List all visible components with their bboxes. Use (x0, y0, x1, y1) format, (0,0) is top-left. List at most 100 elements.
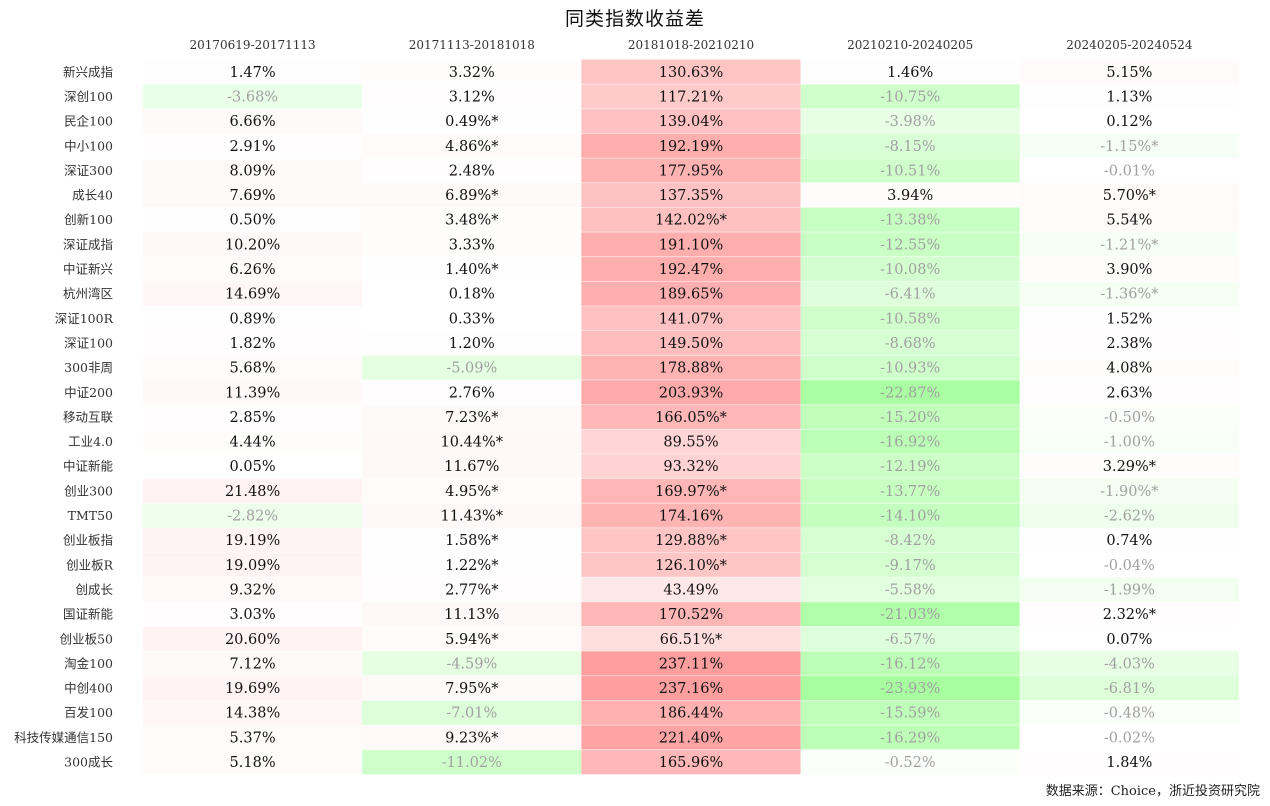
row-label: 深创100 (64, 89, 113, 104)
cell-value-label: 14.38% (225, 706, 280, 722)
cell-value-label: 5.54% (1106, 213, 1152, 229)
heatmap-cell (1019, 577, 1239, 602)
cell-value-label: 237.11% (659, 656, 724, 672)
cell-value-label: -0.50% (1104, 410, 1155, 426)
cell-value-label: 166.05%* (655, 410, 728, 426)
cell-value-label: 0.12% (1106, 114, 1152, 130)
chart-title: 同类指数收益差 (564, 8, 705, 30)
cell-value-label: 7.12% (230, 656, 276, 672)
heatmap-cell (581, 651, 801, 676)
heatmap-cell (581, 59, 801, 85)
heatmap-cell (362, 379, 582, 405)
heatmap-cell (143, 108, 363, 134)
heatmap-cell (581, 232, 801, 257)
cell-value-label: 0.89% (230, 311, 276, 327)
heatmap-cell (143, 429, 363, 454)
heatmap-cell (362, 527, 582, 553)
cell-value-label: 6.89%* (445, 188, 499, 204)
heatmap-cell (1019, 84, 1239, 109)
cell-value-label: 19.69% (225, 681, 280, 697)
heatmap-cell (1019, 725, 1239, 750)
heatmap-cell (1019, 478, 1239, 504)
cell-value-label: 189.65% (659, 287, 724, 303)
cell-value-label: 8.09% (230, 163, 276, 179)
cell-value-label: 5.68% (230, 361, 276, 377)
heatmap-cell (1019, 207, 1239, 233)
cell-value-label: -0.48% (1104, 706, 1155, 722)
heatmap-cell (143, 207, 363, 233)
cell-value-label: 1.22%* (445, 558, 499, 574)
heatmap-cell (143, 527, 363, 553)
cell-value-label: 93.32% (663, 459, 718, 475)
cell-value-label: 142.02%* (655, 213, 728, 229)
cell-value-label: -3.68% (227, 89, 278, 105)
cell-value-label: -21.03% (880, 607, 940, 623)
heatmap-cell (362, 404, 582, 430)
column-header: 20171113-20181018 (409, 38, 535, 52)
heatmap-cell (143, 84, 363, 109)
heatmap-cell (143, 478, 363, 504)
heatmap-cell (362, 749, 582, 775)
heatmap-cell (581, 108, 801, 134)
cell-value-label: 3.90% (1106, 262, 1152, 278)
cell-value-label: 1.47% (230, 65, 276, 81)
cell-value-label: 0.18% (449, 287, 495, 303)
heatmap-cell (800, 84, 1020, 109)
heatmap-cell (800, 651, 1020, 676)
row-label: 创业300 (64, 483, 113, 498)
cell-value-label: 4.86%* (445, 139, 499, 155)
cell-value-label: -16.29% (880, 730, 940, 746)
heatmap-cell (1019, 306, 1239, 331)
heatmap-cell (362, 108, 582, 134)
heatmap-cell (143, 700, 363, 726)
heatmap-cell (800, 675, 1020, 701)
heatmap-cell (362, 429, 582, 454)
heatmap-cell (362, 453, 582, 479)
cell-value-label: 177.95% (659, 163, 724, 179)
cell-value-label: -13.38% (880, 213, 940, 229)
row-label: 新兴成指 (63, 64, 113, 79)
cell-value-label: 126.10%* (655, 558, 728, 574)
cell-value-label: 0.49%* (445, 114, 499, 130)
cell-value-label: 0.07% (1106, 632, 1152, 648)
cell-value-label: 117.21% (659, 89, 724, 105)
cell-value-label: 66.51%* (660, 632, 723, 648)
heatmap-cell (581, 281, 801, 306)
cell-value-label: 2.32%* (1103, 607, 1157, 623)
row-label: 创业板指 (63, 533, 113, 548)
cell-value-label: -8.15% (885, 139, 936, 155)
cell-value-label: -2.62% (1104, 509, 1155, 525)
heatmap-cell (581, 84, 801, 109)
heatmap-cell (362, 700, 582, 726)
heatmap-cell (1019, 182, 1239, 208)
cell-value-label: -10.51% (880, 163, 940, 179)
cell-value-label: 10.44%* (441, 435, 504, 451)
cell-value-label: 11.67% (444, 459, 499, 475)
cell-value-label: -0.04% (1104, 558, 1155, 574)
cell-value-label: -6.57% (885, 632, 936, 648)
heatmap-cell (362, 158, 582, 183)
row-label: 深证100R (55, 311, 114, 326)
cell-value-label: -0.52% (885, 755, 936, 771)
heatmap-cell (581, 182, 801, 208)
heatmap-cell (362, 182, 582, 208)
column-header: 20181018-20210210 (628, 38, 754, 52)
row-label: 科技传媒通信150 (14, 730, 113, 745)
heatmap-cell (1019, 503, 1239, 528)
heatmap-cell (581, 207, 801, 233)
heatmap-cell (143, 256, 363, 282)
cell-value-label: 5.37% (230, 730, 276, 746)
cell-value-label: -16.12% (880, 656, 940, 672)
cell-value-label: -2.82% (227, 509, 278, 525)
heatmap-cell (1019, 108, 1239, 134)
row-label: TMT50 (68, 508, 113, 523)
heatmap-cell (143, 306, 363, 331)
cell-value-label: -16.92% (880, 435, 940, 451)
heatmap-cell (581, 577, 801, 602)
cell-value-label: 14.69% (225, 287, 280, 303)
cell-value-label: 191.10% (659, 237, 724, 253)
heatmap-cell (800, 108, 1020, 134)
cell-value-label: 19.19% (225, 533, 280, 549)
heatmap-cell (800, 281, 1020, 306)
heatmap-cell (143, 651, 363, 676)
